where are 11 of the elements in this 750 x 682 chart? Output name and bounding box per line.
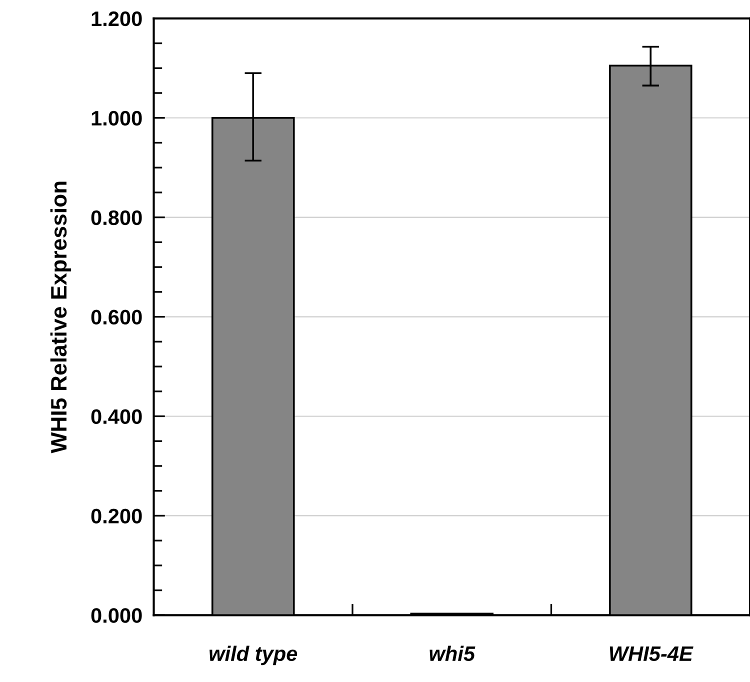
y-tick-label: 0.200	[91, 508, 142, 524]
x-tick-label: WHI5-4E	[610, 646, 694, 662]
y-tick-label: 1.200	[92, 11, 142, 26]
x-tick-label: whi5	[430, 646, 476, 662]
y-tick-label: 0.600	[91, 310, 142, 325]
y-axis-title: WHI5 Relative Expression	[50, 182, 72, 454]
y-tick-label: 1.000	[92, 110, 142, 126]
y-tick-label: 0.800	[91, 210, 142, 226]
y-tick-label: 0.000	[91, 608, 142, 623]
x-tick-label: wild type	[210, 646, 298, 666]
y-tick-label: 0.400	[91, 409, 142, 424]
